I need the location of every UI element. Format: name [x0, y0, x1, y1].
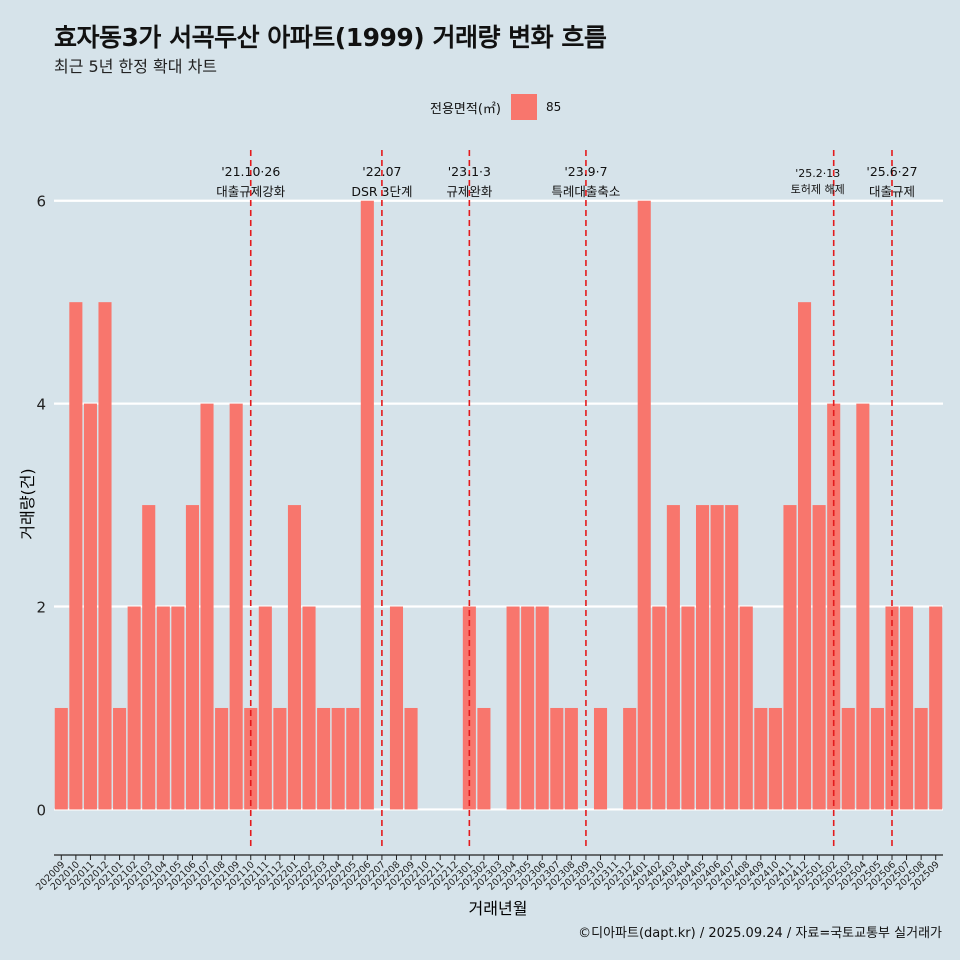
bar-202202: [302, 606, 316, 810]
annotation-label: 대출규제: [869, 184, 915, 199]
annotations: '21.10·26 대출규제강화 '22.07 DSR 3단계 '23.1·3 규제완화 '…: [216, 164, 917, 199]
annotation-label: 대출규제강화: [216, 184, 286, 199]
bar-202101: [113, 707, 127, 810]
annotation-date: '21.10·26: [221, 164, 280, 179]
bar-202307: [550, 707, 564, 810]
bar-202404: [681, 606, 695, 810]
bar-202012: [98, 302, 112, 810]
legend-title: 전용면적(㎡): [430, 101, 501, 117]
bar-202110: [244, 707, 258, 810]
bar-202305: [521, 606, 535, 810]
annotation-date: '23.1·3: [448, 164, 491, 179]
bar-202502: [827, 403, 841, 810]
x-axis-label: 거래년월: [469, 899, 528, 918]
bar-202112: [273, 707, 287, 810]
x-axis: 2020092020102020112020122021012021022021…: [34, 854, 943, 893]
bar-202506: [885, 606, 899, 810]
y-tick-label: 0: [36, 801, 46, 819]
y-axis: 0 2 4 6: [36, 193, 46, 820]
bar-202301: [462, 606, 476, 810]
bar-202407: [725, 505, 739, 810]
bar-202312: [623, 707, 637, 810]
annotation-date: '25.6·27: [866, 164, 917, 179]
y-tick-label: 6: [36, 193, 46, 211]
bar-202412: [798, 302, 812, 810]
bar-202107: [200, 403, 214, 810]
bar-202111: [258, 606, 272, 810]
legend-swatch: [510, 94, 537, 120]
bar-202505: [870, 707, 884, 810]
bar-202104: [156, 606, 170, 810]
bar-202203: [317, 707, 331, 810]
chart-title: 효자동3가 서곡두산 아파트(1999) 거래량 변화 흐름: [54, 23, 607, 52]
bars: [54, 200, 943, 810]
bar-202405: [695, 505, 710, 810]
bar-202205: [346, 707, 360, 810]
bar-202204: [331, 707, 345, 810]
annotation-label: DSR 3단계: [351, 184, 412, 199]
bar-202310: [593, 707, 608, 810]
source-caption: ©디아파트(dapt.kr) / 2025.09.24 / 자료=국토교통부 실…: [578, 926, 942, 941]
bar-202504: [856, 403, 870, 810]
bar-202201: [287, 505, 302, 810]
bar-202108: [215, 707, 229, 810]
bar-202102: [127, 606, 141, 810]
bar-202009: [54, 707, 68, 810]
bar-202501: [812, 505, 826, 810]
annotation-lines: [249, 150, 893, 850]
annotation-date: '23.9·7: [564, 164, 607, 179]
bar-202410: [768, 707, 782, 810]
bar-202208: [389, 606, 404, 810]
bar-202304: [506, 606, 520, 810]
chart-subtitle: 최근 5년 한정 확대 차트: [54, 57, 218, 76]
bar-202401: [637, 200, 651, 810]
bar-202403: [666, 505, 680, 810]
bar-202306: [535, 606, 549, 810]
bar-202308: [564, 707, 578, 810]
bar-202406: [710, 505, 724, 810]
bar-202408: [739, 606, 753, 810]
y-tick-label: 4: [36, 396, 46, 414]
bar-202109: [229, 403, 243, 810]
bar-202105: [171, 606, 185, 810]
bar-202011: [83, 403, 97, 810]
legend: 전용면적(㎡) 85: [430, 94, 561, 120]
bar-202507: [900, 606, 914, 810]
annotation-label: 규제완화: [446, 184, 493, 199]
bar-202503: [841, 707, 855, 810]
annotation-label: 특례대출축소: [551, 184, 620, 199]
bar-202010: [69, 302, 83, 810]
legend-item-label: 85: [545, 100, 562, 114]
bar-202508: [914, 707, 928, 810]
y-tick-label: 2: [36, 599, 46, 617]
y-axis-label: 거래량(건): [18, 468, 37, 539]
bar-202411: [783, 505, 797, 810]
bar-202409: [754, 707, 768, 810]
annotation-label: 토허제 해제: [791, 182, 845, 196]
bar-202103: [142, 505, 156, 810]
bar-202106: [185, 505, 199, 810]
bar-202402: [652, 606, 666, 810]
bar-202302: [477, 707, 491, 810]
annotation-date: '25.2·13: [795, 167, 840, 180]
bar-202209: [404, 707, 418, 810]
bar-202509: [929, 606, 943, 810]
bar-202206: [360, 200, 374, 810]
annotation-date: '22.07: [362, 164, 401, 179]
